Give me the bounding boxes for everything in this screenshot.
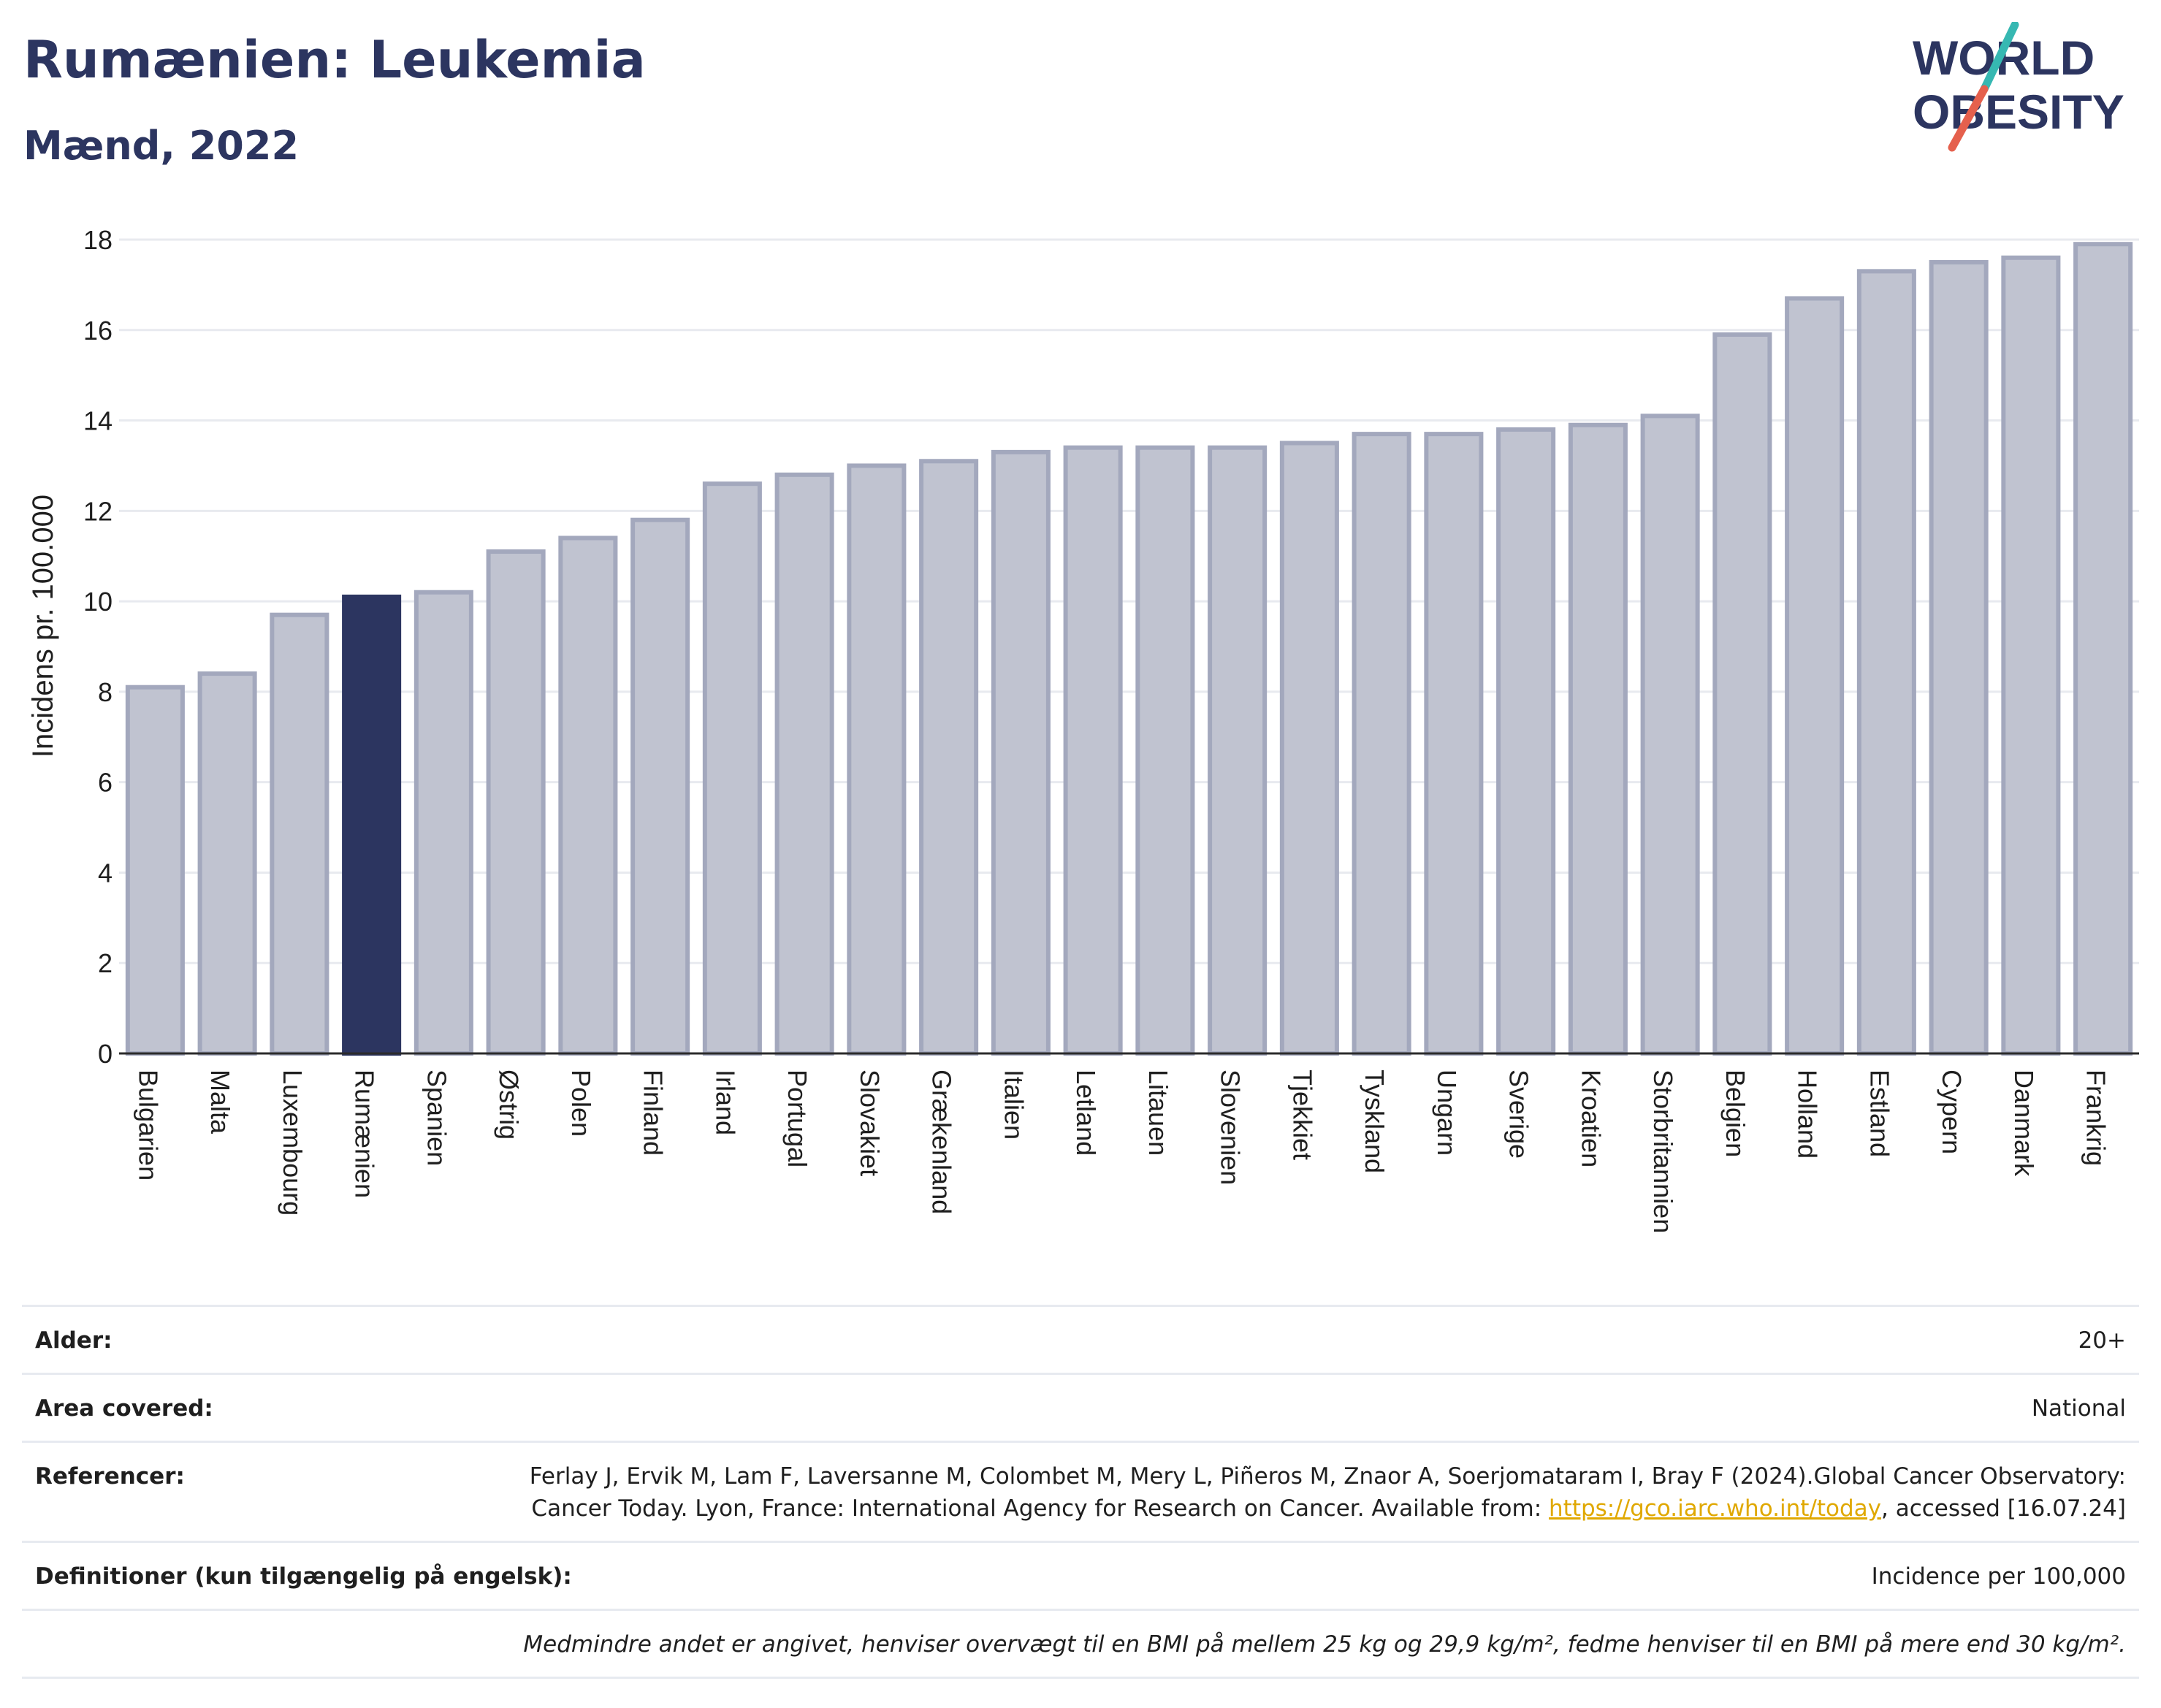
bar [1929, 259, 1989, 1056]
y-tick-label: 4 [98, 858, 113, 888]
bar [558, 535, 618, 1056]
info-value-definitions: Incidence per 100,000 [1871, 1563, 2126, 1590]
y-axis-title: Incidens pr. 100.000 [27, 495, 59, 758]
x-tick-label: Spanien [422, 1070, 451, 1166]
x-tick-label: Slovakiet [855, 1070, 885, 1176]
bar-layer [125, 242, 2133, 1056]
x-tick-label: Malta [205, 1070, 235, 1135]
info-row-area: Area covered: National [22, 1373, 2139, 1441]
x-tick-label: Bulgarien [133, 1070, 163, 1181]
x-tick-label: Østrig [494, 1070, 524, 1140]
x-tick-label: Kroatien [1576, 1070, 1606, 1167]
y-tick-label: 0 [98, 1039, 113, 1069]
x-tick-label: Cypern [1937, 1070, 1967, 1154]
bar-chart: 0 2 4 6 8 10 12 14 16 18 Bulgarien Malta Luxembourg R… [27, 225, 2139, 1233]
info-note: Medmindre andet er angivet, henviser ove… [523, 1631, 2126, 1658]
x-tick-label: Italien [999, 1070, 1029, 1140]
info-row-definitions: Definitioner (kun tilgængelig på engelsk… [22, 1541, 2139, 1609]
x-tick-label: Storbritannien [1648, 1070, 1678, 1233]
logo-slash-coral [1948, 85, 1989, 152]
info-label-age: Alder: [35, 1327, 113, 1354]
bar [1279, 441, 1339, 1056]
y-tick-label: 14 [83, 406, 113, 436]
bar [702, 481, 762, 1056]
info-row-age: Alder: 20+ [22, 1305, 2139, 1373]
bar [1640, 413, 1700, 1056]
bar [1063, 445, 1123, 1056]
axis-layer: 0 2 4 6 8 10 12 14 16 18 Bulgarien Malta Luxembourg R… [83, 225, 2139, 1233]
bar [630, 517, 690, 1056]
bar [991, 449, 1051, 1056]
bar [1424, 432, 1484, 1056]
world-obesity-logo: WORLD OBESITY [1913, 22, 2124, 152]
x-tick-label: Irland [710, 1070, 740, 1135]
x-tick-label: Finland [639, 1070, 668, 1156]
bar [2001, 255, 2061, 1056]
x-tick-label: Slovenien [1216, 1070, 1246, 1185]
x-tick-label: Grækenland [927, 1070, 957, 1214]
x-tick-label: Letland [1071, 1070, 1101, 1156]
bar [1352, 432, 1411, 1056]
x-tick-label: Ungarn [1432, 1070, 1462, 1156]
y-tick-label: 6 [98, 768, 113, 798]
bar [413, 590, 473, 1056]
bar-highlighted [342, 594, 402, 1056]
y-tick-label: 2 [98, 948, 113, 978]
y-tick-label: 12 [83, 496, 113, 526]
y-tick-label: 8 [98, 677, 113, 707]
bar [197, 671, 257, 1056]
bar [1208, 445, 1268, 1056]
x-tick-label: Danmark [2009, 1070, 2039, 1177]
page-title: Rumænien: Leukemia [23, 30, 646, 90]
x-tick-label: Holland [1793, 1070, 1823, 1159]
bar [1712, 332, 1772, 1056]
reference-text: Ferlay J, Ervik M, Lam F, Laversanne M, … [529, 1463, 2126, 1522]
y-tick-label: 10 [83, 587, 113, 617]
y-tick-label: 16 [83, 316, 113, 346]
y-tick-label: 18 [83, 225, 113, 255]
logo-slash-teal [1980, 22, 2019, 94]
info-label-area: Area covered: [35, 1395, 213, 1422]
logo-line2: OBESITY [1913, 85, 2124, 139]
info-value-area: National [2031, 1395, 2126, 1422]
reference-link[interactable]: https://gco.iarc.who.int/today [1549, 1495, 1881, 1522]
x-tick-label: Tyskland [1360, 1070, 1390, 1173]
reference-accessed: , accessed [16.07.24] [1880, 1495, 2126, 1522]
x-tick-label: Estland [1864, 1070, 1894, 1157]
info-table: Alder: 20+ Area covered: National Refere… [22, 1305, 2139, 1679]
x-tick-label: Tjekkiet [1287, 1070, 1317, 1160]
x-tick-label: Frankrig [2081, 1070, 2111, 1166]
x-tick-label: Sverige [1504, 1070, 1534, 1159]
x-tick-label: Luxembourg [278, 1070, 308, 1216]
bar [2073, 242, 2133, 1056]
bar [1785, 296, 1845, 1056]
x-tick-label: Rumænien [350, 1070, 380, 1198]
bar [1856, 269, 1916, 1056]
info-label-definitions: Definitioner (kun tilgængelig på engelsk… [35, 1563, 572, 1590]
page-subtitle: Mænd, 2022 [23, 123, 300, 169]
info-row-references: Referencer: Ferlay J, Ervik M, Lam F, La… [22, 1441, 2139, 1541]
x-tick-label: Belgien [1720, 1070, 1750, 1157]
bar [270, 612, 329, 1056]
x-tick-label: Polen [566, 1070, 596, 1137]
x-tick-label: Portugal [782, 1070, 812, 1167]
info-label-references: Referencer: [35, 1463, 185, 1490]
bar [125, 685, 185, 1056]
bar [847, 463, 907, 1056]
info-value-age: 20+ [2078, 1327, 2126, 1354]
bar [774, 472, 834, 1056]
bar [1135, 445, 1195, 1056]
bar [1568, 422, 1628, 1056]
bar [1496, 427, 1556, 1056]
info-row-note: Medmindre andet er angivet, henviser ove… [22, 1609, 2139, 1679]
x-tick-label: Litauen [1143, 1070, 1173, 1156]
bar [919, 459, 979, 1056]
info-value-references: Ferlay J, Ervik M, Lam F, Laversanne M, … [446, 1460, 2126, 1525]
bar [486, 549, 546, 1056]
